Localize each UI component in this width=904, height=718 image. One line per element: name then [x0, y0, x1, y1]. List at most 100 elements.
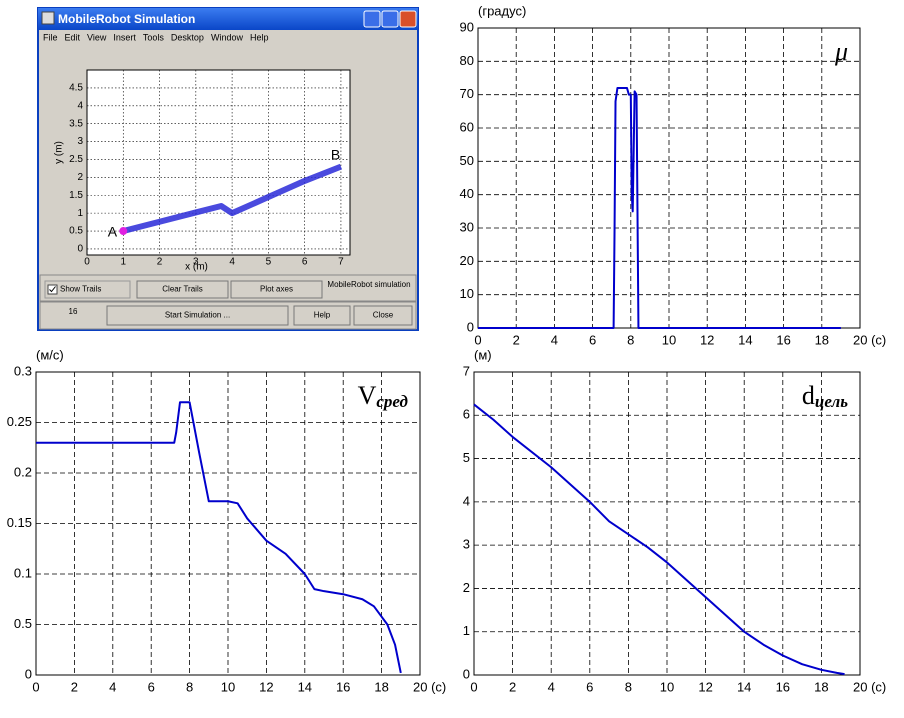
x-tick-label: 8 — [625, 679, 632, 694]
y-axis-label: y (m) — [54, 141, 65, 164]
y-tick-label: 20 — [460, 253, 474, 268]
y-tick-label: 3 — [77, 136, 83, 147]
y-tick-label: 3 — [463, 537, 470, 552]
x-tick-label: 6 — [589, 332, 596, 347]
caption: MobileRobot simulation — [327, 280, 410, 289]
y-tick-label: 60 — [460, 119, 474, 134]
y-tick-label: 6 — [463, 407, 470, 422]
button-label: Close — [373, 311, 394, 320]
x-tick-label: 2 — [509, 679, 516, 694]
y-tick-label: 2.5 — [69, 154, 83, 165]
menu-item[interactable]: Desktop — [171, 32, 204, 42]
x-tick-label: 18 — [374, 679, 388, 694]
x-tick-label: 8 — [186, 679, 193, 694]
annotation: B — [331, 147, 340, 163]
y-axis-label: (градус) — [478, 3, 526, 18]
x-tick-label: 14 — [738, 332, 752, 347]
button[interactable] — [106, 305, 289, 326]
y-tick-label: 0 — [25, 666, 32, 681]
menu-item[interactable]: Edit — [65, 32, 81, 42]
button[interactable] — [293, 305, 351, 326]
x-tick-label: 14 — [298, 679, 312, 694]
x-tick-label: 2 — [513, 332, 520, 347]
x-tick-label: 16 — [776, 332, 790, 347]
title-bar — [38, 8, 418, 30]
data-line — [122, 163, 343, 234]
x-tick-label: 10 — [221, 679, 235, 694]
x-tick-label: 0 — [474, 332, 481, 347]
axes-frame — [473, 371, 861, 676]
y-tick-label: 4 — [463, 493, 470, 508]
menu-item[interactable]: File — [43, 32, 58, 42]
maximize[interactable] — [381, 10, 399, 28]
y-tick-label: 0.2 — [14, 464, 32, 479]
y-tick-label: 90 — [460, 19, 474, 34]
y-tick-label: 2 — [77, 172, 83, 183]
x-tick-label: 12 — [698, 679, 712, 694]
y-tick-label: 5 — [463, 450, 470, 465]
annotation: dцель — [802, 381, 848, 411]
y-tick-label: 0 — [467, 319, 474, 334]
x-tick-label: 18 — [815, 332, 829, 347]
menu-item[interactable]: Window — [211, 32, 244, 42]
data-line — [36, 401, 402, 674]
x-tick-label: 20 (с) — [413, 679, 446, 694]
checkbox-label: Show Trails — [60, 285, 101, 294]
y-tick-label: 0.5 — [69, 226, 83, 237]
annotation-sub: сред — [376, 392, 408, 411]
x-tick-label: 7 — [338, 257, 344, 268]
y-axis-label: (м/с) — [36, 347, 64, 362]
menu-item[interactable]: Tools — [143, 32, 165, 42]
x-tick-label: 4 — [551, 332, 558, 347]
y-tick-label: 10 — [460, 286, 474, 301]
annotation-text: d — [802, 381, 815, 410]
x-tick-label: 4 — [548, 679, 555, 694]
x-tick-label: 6 — [302, 257, 308, 268]
x-axis-label: x (m) — [185, 262, 208, 273]
x-tick-label: 3 — [193, 257, 199, 268]
x-tick-label: 6 — [586, 679, 593, 694]
x-tick-label: 2 — [71, 679, 78, 694]
x-tick-label: 12 — [700, 332, 714, 347]
button[interactable] — [136, 280, 229, 299]
x-tick-label: 10 — [662, 332, 676, 347]
y-tick-label: 80 — [460, 53, 474, 68]
x-tick-label: 12 — [259, 679, 273, 694]
annotation-text: V — [358, 381, 377, 410]
x-tick-label: 14 — [737, 679, 751, 694]
x-tick-label: 1 — [120, 257, 126, 268]
y-tick-label: 1 — [463, 623, 470, 638]
x-tick-label: 5 — [266, 257, 272, 268]
y-tick-label: 1.5 — [69, 190, 83, 201]
y-tick-label: 0 — [463, 666, 470, 681]
menu-item[interactable]: View — [87, 32, 107, 42]
x-tick-label: 20 (с) — [853, 332, 886, 347]
y-tick-label: 40 — [460, 186, 474, 201]
check — [49, 286, 56, 293]
x-tick-label: 16 — [776, 679, 790, 694]
annotation-sub: цель — [815, 392, 848, 411]
x-tick-label: 4 — [229, 257, 235, 268]
button[interactable] — [353, 305, 413, 326]
window-title: MobileRobot Simulation — [58, 12, 195, 26]
y-axis-label: (м) — [474, 347, 492, 362]
minimize[interactable] — [363, 10, 381, 28]
checkbox-box[interactable] — [44, 280, 131, 299]
x-tick-label: 2 — [157, 257, 163, 268]
x-tick-label: 6 — [148, 679, 155, 694]
close-x[interactable] — [399, 10, 417, 28]
data-line — [473, 403, 845, 676]
y-tick-label: 0.15 — [7, 515, 32, 530]
button[interactable] — [230, 280, 323, 299]
annotation: Vсред — [358, 381, 409, 411]
x-tick-label: 18 — [814, 679, 828, 694]
counter: 16 — [69, 307, 78, 316]
charts: 0 1 2 3 4 5 6 700.511.522.533.544.5x (m)y (m)AB… — [7, 3, 887, 694]
x-tick-label: 8 — [627, 332, 634, 347]
y-tick-label: 0.5 — [14, 616, 32, 631]
annotation: A — [108, 224, 118, 240]
menu-item[interactable]: Help — [250, 32, 269, 42]
y-tick-label: 3.5 — [69, 118, 83, 129]
menu-item[interactable]: Insert — [113, 32, 136, 42]
